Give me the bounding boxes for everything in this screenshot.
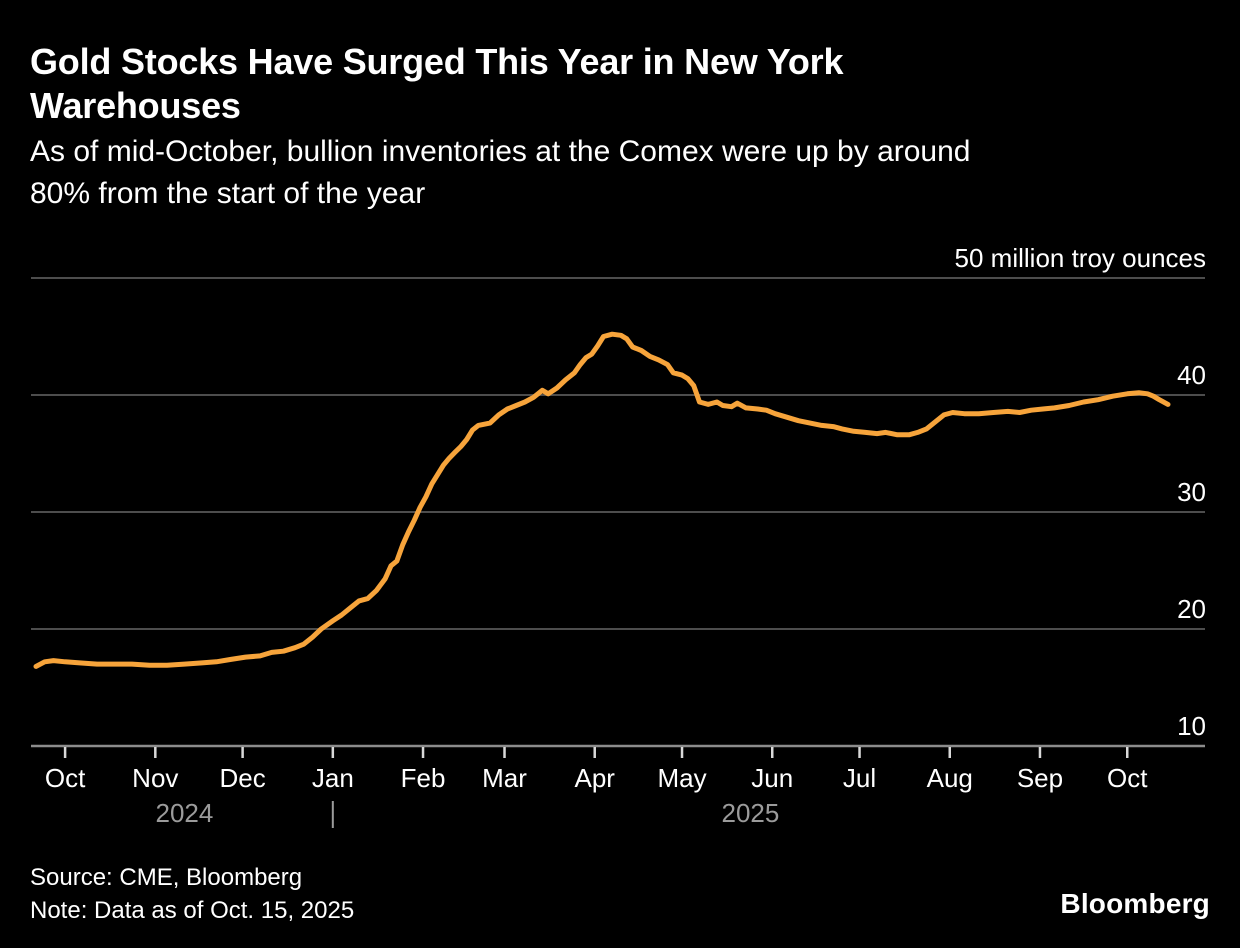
chart-subtitle-line-2: 80% from the start of the year: [30, 177, 426, 210]
chart-subtitle: As of mid-October, bullion inventories a…: [30, 131, 971, 215]
x-tick-label: Feb: [401, 763, 446, 793]
x-tick-label: Mar: [482, 763, 527, 793]
x-tick-label: Oct: [1107, 763, 1148, 793]
year-label-2025: 2025: [721, 798, 779, 828]
source-label: Source: CME, Bloomberg: [30, 864, 303, 891]
y-tick-label: 30: [1177, 477, 1206, 507]
chart-title: Gold Stocks Have Surged This Year in New…: [30, 40, 843, 128]
x-tick-label: Aug: [927, 763, 973, 793]
x-tick-label: May: [657, 763, 706, 793]
y-tick-label: 20: [1177, 594, 1206, 624]
x-tick-label: Jun: [751, 763, 793, 793]
y-tick-label: 40: [1177, 360, 1206, 390]
source-note-block: Source: CME, Bloomberg Note: Data as of …: [30, 861, 354, 927]
x-tick-label: Sep: [1017, 763, 1063, 793]
x-tick-label: Oct: [45, 763, 86, 793]
x-tick-label: Apr: [574, 763, 615, 793]
chart-subtitle-line-1: As of mid-October, bullion inventories a…: [30, 135, 971, 168]
y-axis-unit-label: 50 million troy ounces: [955, 243, 1206, 273]
x-tick-label: Dec: [219, 763, 265, 793]
chart-title-line-1: Gold Stocks Have Surged This Year in New…: [30, 41, 844, 82]
x-tick-label: Jul: [843, 763, 876, 793]
year-label-2024: 2024: [155, 798, 213, 828]
note-label: Note: Data as of Oct. 15, 2025: [30, 897, 355, 924]
y-tick-label: 10: [1177, 711, 1206, 741]
inventory-line: [33, 331, 1171, 669]
chart-title-line-2: Warehouses: [30, 85, 241, 126]
bloomberg-logo: Bloomberg: [1060, 888, 1210, 919]
x-tick-label: Jan: [312, 763, 354, 793]
x-tick-label: Nov: [132, 763, 178, 793]
